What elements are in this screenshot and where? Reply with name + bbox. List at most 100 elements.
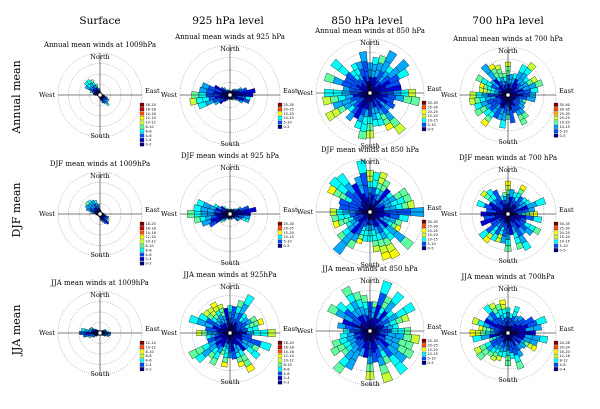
rose-bar-segment [532, 216, 543, 224]
rose-bar-segment [407, 200, 415, 209]
rose-bar-segment [519, 117, 528, 126]
legend-label: 24–28 [560, 341, 570, 345]
rose-bar-segment [93, 199, 98, 204]
windrose-panel-3: Annual mean winds at 700 hPa North South Ea… [441, 35, 574, 146]
rose-bar-segment [223, 87, 227, 91]
direction-west: West [39, 329, 55, 337]
legend-label: 15–20 [428, 348, 438, 352]
direction-east: East [559, 325, 574, 333]
rose-bar-segment [217, 303, 224, 310]
legend-label: 0–4 [560, 367, 566, 371]
legend-label: 0–5 [284, 125, 290, 129]
legend-label: 12–16 [560, 354, 570, 358]
legend-label: 20–25 [428, 229, 438, 233]
legend-swatch [277, 354, 283, 358]
rose-bar-segment [193, 204, 202, 212]
legend-swatch [421, 219, 427, 224]
rose-bar-segment [410, 334, 421, 345]
rose-bar-segment [499, 119, 506, 129]
rose-bar-segment [476, 200, 486, 208]
direction-north: North [90, 291, 110, 299]
rose-bar-segment [101, 92, 103, 94]
legend-swatch [277, 376, 283, 380]
legend-label: 0–5 [284, 244, 290, 248]
direction-south: South [360, 261, 379, 269]
legend-label: 15–20 [284, 112, 294, 116]
legend-swatch [277, 116, 283, 120]
direction-east: East [559, 206, 574, 214]
direction-east: East [145, 206, 160, 214]
rose-bar-segment [352, 291, 362, 302]
direction-east: East [145, 325, 160, 333]
legend-swatch [277, 235, 283, 239]
rose-bar-segment [88, 327, 93, 332]
rose-bar-segment [489, 354, 497, 362]
rose-bar-segment [257, 317, 265, 326]
rose-bar-segment [515, 360, 525, 370]
rose-bar-segment [220, 86, 225, 91]
windrose-panel-8: JJA mean winds at 1009hPa North South East W… [39, 279, 160, 378]
rose-bar-segment [231, 350, 238, 360]
legend-label: 0–5 [428, 246, 434, 250]
legend-swatch [139, 367, 145, 372]
rose-bar-segment [530, 86, 539, 94]
calm-center [367, 90, 373, 96]
legend-swatch [421, 338, 427, 343]
rose-bar-segment [390, 291, 405, 306]
legend-label: 16–18 [284, 345, 294, 349]
legend-label: 25–30 [428, 224, 438, 228]
rose-bar-segment [89, 79, 95, 84]
rose-bar-segment [345, 111, 356, 122]
rose-bar-segment [532, 323, 543, 331]
legend-label: 14–16 [146, 112, 156, 116]
rose-bar-segment [234, 217, 239, 222]
direction-south: South [498, 257, 517, 265]
legend-label: 10–15 [284, 116, 294, 120]
panel-title: DJF mean winds at 1009hPa [50, 160, 150, 168]
rose-bar-segment [100, 209, 102, 212]
column-title-925: 925 hPa level [192, 15, 264, 27]
legend-swatch [553, 248, 559, 253]
row-title-jja: JJA mean [10, 305, 23, 357]
calm-center [367, 209, 373, 215]
legend-label: 5–10 [428, 357, 436, 361]
rose-bar-segment [80, 327, 86, 332]
direction-north: North [90, 172, 110, 180]
legend-label: 6–8 [284, 367, 290, 371]
rose-bar-segment [358, 51, 368, 63]
windrose-panel-1: Annual mean winds at 925 hPa North South Ea… [161, 33, 298, 148]
legend-label: 20–25 [284, 107, 294, 111]
legend-swatch [553, 120, 559, 125]
rose-bar-segment [237, 360, 246, 368]
rose-bar-segment [244, 218, 250, 223]
legend-label: 15–20 [428, 233, 438, 237]
rose-bar-segment [379, 171, 388, 180]
rose-bar-segment [243, 294, 255, 307]
direction-east: East [283, 206, 298, 214]
rose-bar-segment [243, 206, 257, 213]
rose-bar-segment [471, 316, 480, 326]
legend-swatch [277, 124, 283, 129]
rose-bar-segment [475, 74, 484, 83]
direction-south: South [220, 140, 239, 148]
panel-title: DJF mean winds at 850 hPa [321, 146, 419, 154]
panels-layer: Annual mean winds at 1009hPa North South Ea… [39, 27, 574, 388]
legend-swatch [553, 124, 559, 129]
legend-label: 20–25 [560, 116, 570, 120]
legend-swatch [139, 362, 145, 367]
rose-bar-segment [95, 328, 98, 332]
direction-east: East [427, 204, 442, 212]
rose-bar-segment [90, 326, 94, 330]
panel-title: Annual mean winds at 850 hPa [314, 27, 425, 35]
direction-west: West [161, 210, 177, 218]
windrose-panel-4: DJF mean winds at 1009hPa North South East W… [39, 160, 160, 266]
windrose-panel-2: Annual mean winds at 850 hPa North South Ea… [297, 27, 442, 150]
legend-label: 12–14 [284, 354, 294, 358]
calm-center [227, 211, 233, 217]
legend-swatch [421, 105, 427, 110]
